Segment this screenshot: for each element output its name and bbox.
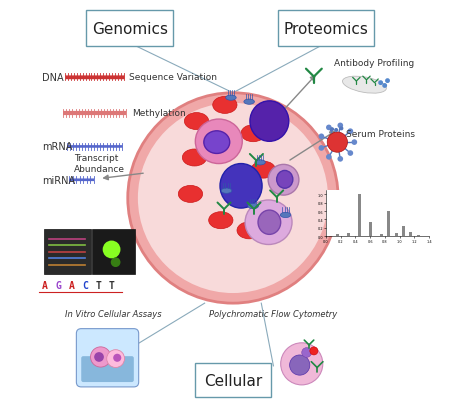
Text: Cellular: Cellular bbox=[204, 373, 262, 388]
Text: G: G bbox=[55, 280, 61, 290]
Circle shape bbox=[107, 350, 125, 368]
FancyBboxPatch shape bbox=[195, 363, 271, 397]
Circle shape bbox=[352, 140, 357, 145]
Ellipse shape bbox=[226, 96, 236, 101]
Ellipse shape bbox=[220, 164, 262, 209]
Circle shape bbox=[91, 347, 111, 367]
Circle shape bbox=[94, 352, 104, 362]
Circle shape bbox=[113, 354, 121, 362]
Circle shape bbox=[385, 79, 390, 84]
Text: C: C bbox=[82, 280, 88, 290]
Ellipse shape bbox=[195, 120, 242, 164]
Ellipse shape bbox=[184, 113, 209, 130]
Ellipse shape bbox=[248, 204, 258, 209]
Ellipse shape bbox=[255, 160, 265, 166]
FancyBboxPatch shape bbox=[76, 329, 139, 387]
Text: A: A bbox=[69, 280, 74, 290]
Text: Genomics: Genomics bbox=[92, 21, 168, 36]
Circle shape bbox=[339, 127, 343, 131]
Circle shape bbox=[128, 94, 338, 303]
Text: Proteomics: Proteomics bbox=[283, 21, 368, 36]
Ellipse shape bbox=[182, 149, 207, 166]
Ellipse shape bbox=[213, 97, 237, 114]
Ellipse shape bbox=[258, 211, 281, 235]
Circle shape bbox=[382, 84, 387, 89]
Ellipse shape bbox=[178, 186, 202, 203]
Ellipse shape bbox=[268, 165, 299, 196]
Ellipse shape bbox=[343, 77, 386, 94]
Circle shape bbox=[138, 104, 328, 293]
Circle shape bbox=[326, 155, 332, 160]
Text: Polychromatic Flow Cytometry: Polychromatic Flow Cytometry bbox=[210, 309, 337, 318]
Circle shape bbox=[327, 133, 347, 153]
Circle shape bbox=[111, 258, 120, 267]
FancyBboxPatch shape bbox=[81, 356, 134, 382]
Circle shape bbox=[290, 355, 310, 375]
Circle shape bbox=[347, 129, 353, 135]
Ellipse shape bbox=[241, 126, 265, 143]
Text: Methylation: Methylation bbox=[132, 109, 185, 118]
FancyBboxPatch shape bbox=[86, 11, 173, 47]
Text: Transcript
Abundance: Transcript Abundance bbox=[74, 154, 125, 174]
Circle shape bbox=[103, 241, 120, 259]
Ellipse shape bbox=[221, 189, 232, 194]
Text: Sequence Variation: Sequence Variation bbox=[128, 73, 217, 82]
Text: DNA: DNA bbox=[42, 72, 64, 82]
Text: T: T bbox=[109, 280, 115, 290]
Circle shape bbox=[310, 347, 318, 355]
Text: A: A bbox=[42, 280, 48, 290]
Circle shape bbox=[337, 123, 343, 129]
Text: In Vitro Cellular Assays: In Vitro Cellular Assays bbox=[65, 309, 162, 318]
Circle shape bbox=[326, 125, 332, 131]
Circle shape bbox=[302, 348, 311, 358]
Circle shape bbox=[378, 81, 383, 86]
Circle shape bbox=[337, 157, 343, 162]
Ellipse shape bbox=[277, 171, 293, 189]
Ellipse shape bbox=[237, 222, 261, 239]
Text: Antibody Profiling: Antibody Profiling bbox=[334, 59, 414, 68]
Circle shape bbox=[319, 134, 324, 140]
FancyBboxPatch shape bbox=[278, 11, 374, 47]
Text: miRNA: miRNA bbox=[42, 175, 75, 185]
Text: T: T bbox=[95, 280, 101, 290]
Ellipse shape bbox=[245, 200, 292, 245]
Ellipse shape bbox=[209, 212, 233, 229]
Circle shape bbox=[334, 129, 338, 133]
Ellipse shape bbox=[244, 100, 255, 105]
Ellipse shape bbox=[251, 162, 275, 179]
Text: mRNA: mRNA bbox=[42, 142, 73, 152]
Ellipse shape bbox=[250, 102, 289, 142]
FancyBboxPatch shape bbox=[44, 230, 91, 274]
Circle shape bbox=[330, 128, 334, 132]
Ellipse shape bbox=[280, 213, 291, 218]
Circle shape bbox=[319, 146, 324, 151]
FancyBboxPatch shape bbox=[92, 230, 135, 274]
Circle shape bbox=[347, 151, 353, 156]
Text: Serum Proteins: Serum Proteins bbox=[346, 129, 415, 139]
Ellipse shape bbox=[204, 132, 230, 154]
Circle shape bbox=[281, 343, 323, 385]
